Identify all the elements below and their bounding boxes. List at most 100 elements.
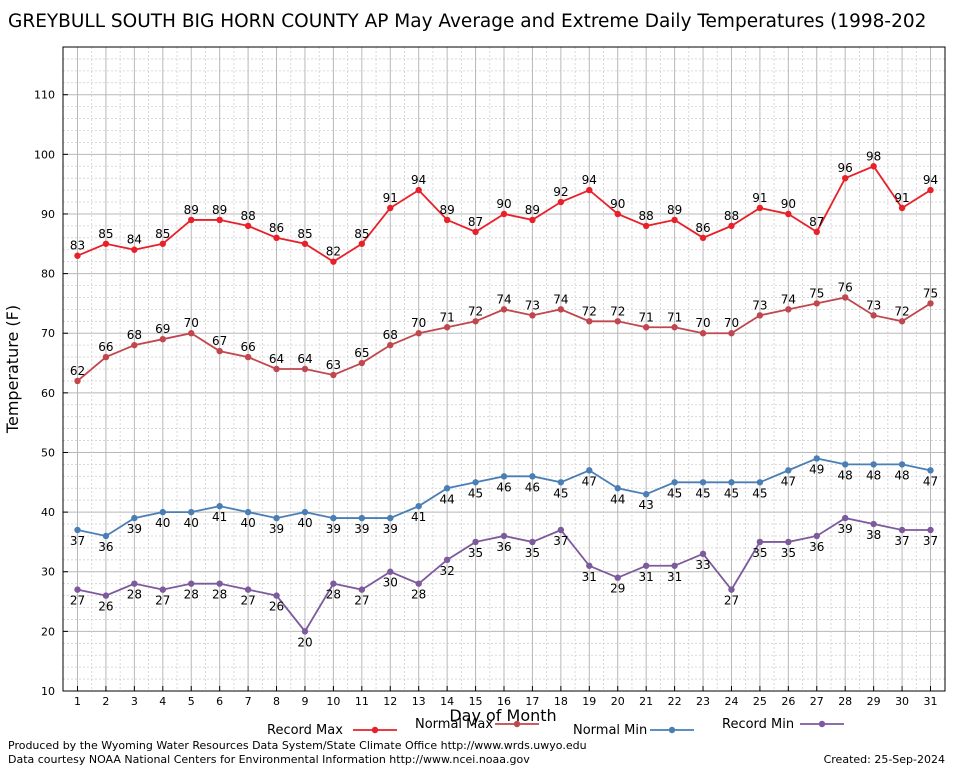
data-point	[557, 526, 565, 534]
data-point	[301, 508, 309, 516]
x-tick-label: 3	[131, 695, 138, 708]
data-point	[74, 377, 81, 385]
data-point	[642, 491, 650, 498]
data-point	[387, 568, 394, 575]
data-point	[671, 562, 678, 569]
data-label: 83	[70, 239, 85, 253]
data-label: 31	[667, 570, 682, 584]
data-point	[529, 312, 536, 319]
data-point	[898, 461, 906, 468]
data-point	[728, 479, 735, 486]
x-tick-label: 17	[525, 695, 539, 708]
data-label: 40	[297, 516, 312, 530]
data-label: 39	[838, 522, 853, 536]
data-label: 72	[468, 304, 483, 318]
data-point	[301, 628, 309, 635]
data-label: 43	[639, 498, 654, 512]
series-normal-max: 62 66 68 69 70 67 66 64 64 63 65 68 70 71 72 74 73 74 72 72…	[70, 280, 938, 385]
data-point	[500, 473, 508, 480]
data-label: 89	[439, 203, 454, 217]
data-label: 30	[383, 576, 398, 590]
y-tick-label: 40	[41, 506, 55, 519]
data-label: 36	[98, 540, 113, 554]
chart-title: GREYBULL SOUTH BIG HORN COUNTY AP May Av…	[8, 11, 926, 32]
data-point	[131, 246, 138, 253]
data-label: 71	[639, 310, 654, 324]
data-point	[273, 234, 280, 242]
data-point	[529, 216, 536, 224]
x-tick-label: 28	[838, 695, 852, 708]
legend-label: Record Min	[722, 717, 794, 732]
data-label: 45	[553, 486, 568, 500]
data-label: 84	[127, 233, 142, 247]
series-record-min: 27 26 28 27 28 28 27 26 20 28 27 30 28 32 35 36 35 37 31 29…	[70, 514, 938, 649]
data-point	[74, 526, 81, 534]
data-label: 76	[838, 280, 853, 294]
x-tick-label: 10	[326, 695, 340, 708]
data-point	[842, 514, 849, 522]
data-label: 89	[667, 203, 682, 217]
data-label: 94	[582, 173, 597, 187]
data-label: 39	[354, 522, 369, 536]
data-point	[870, 312, 877, 319]
x-tick-label: 8	[273, 695, 280, 708]
data-label: 68	[127, 328, 142, 342]
data-point	[529, 473, 536, 480]
data-label: 70	[184, 316, 199, 330]
data-point	[813, 228, 820, 236]
y-tick-label: 100	[34, 148, 55, 161]
data-point	[842, 294, 849, 301]
data-point	[216, 216, 223, 224]
data-point	[586, 318, 593, 325]
data-point	[472, 538, 479, 546]
data-point	[244, 508, 252, 516]
data-point	[472, 318, 479, 325]
data-point	[102, 353, 110, 361]
data-point	[756, 538, 764, 546]
data-label: 32	[439, 564, 454, 578]
data-point	[188, 216, 195, 224]
data-label: 44	[610, 492, 625, 506]
data-label: 40	[155, 516, 170, 530]
footer-created: Created: 25-Sep-2024	[824, 753, 945, 766]
data-point	[756, 312, 764, 319]
data-point	[586, 186, 593, 194]
data-point	[443, 556, 451, 564]
data-label: 89	[212, 203, 227, 217]
data-point	[102, 532, 110, 540]
data-label: 39	[269, 522, 284, 536]
data-label: 45	[468, 486, 483, 500]
y-axis-ticks: 10 20 30 40 50 60 70 80 90 100 110	[34, 89, 68, 698]
data-point	[614, 210, 621, 218]
data-label: 20	[297, 635, 312, 649]
data-point	[529, 538, 536, 546]
data-point	[443, 324, 451, 331]
data-label: 73	[525, 298, 540, 312]
data-label: 35	[468, 546, 483, 560]
data-point	[358, 359, 366, 367]
data-label: 96	[838, 161, 853, 175]
data-label: 28	[127, 588, 142, 602]
legend-swatch-marker	[371, 726, 379, 734]
data-label: 74	[781, 292, 796, 306]
data-label: 67	[212, 334, 227, 348]
data-point	[443, 216, 451, 224]
data-point	[216, 580, 223, 587]
data-point	[273, 514, 280, 522]
data-point	[557, 306, 565, 313]
data-point	[898, 204, 906, 212]
footer-produced-by: Produced by the Wyoming Water Resources …	[8, 739, 587, 752]
data-label: 98	[866, 149, 881, 163]
data-point	[785, 538, 792, 546]
data-label: 36	[809, 540, 824, 554]
data-point	[301, 365, 309, 373]
legend-label: Record Max	[267, 723, 343, 738]
data-label: 35	[525, 546, 540, 560]
data-point	[870, 461, 877, 468]
x-axis-label: Day of Month	[449, 706, 556, 725]
data-label: 88	[240, 209, 255, 223]
data-label: 72	[582, 304, 597, 318]
x-tick-label: 14	[440, 695, 454, 708]
